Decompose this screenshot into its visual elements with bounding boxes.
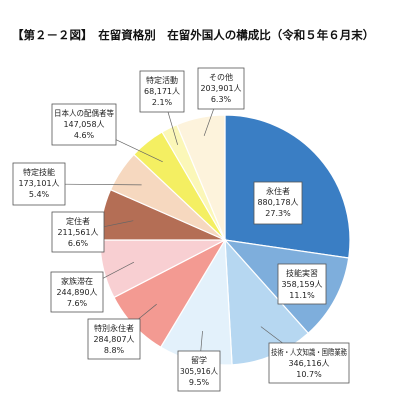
slice-labels: 永住者 880,178人 27.3% 技能実習 358,159人 11.1% 技術・人文知識… xyxy=(12,67,350,392)
leader-line xyxy=(200,330,203,352)
slice-category-label: 永住者 xyxy=(266,186,290,196)
callout-box xyxy=(177,350,221,392)
slice-percent-label: 11.1% xyxy=(289,291,315,300)
slice-value-label: 284,807人 xyxy=(93,335,134,344)
slice-value-label: 358,159人 xyxy=(281,280,322,289)
callout-box xyxy=(12,162,66,206)
leader-line xyxy=(260,326,283,344)
leader-line xyxy=(64,183,142,186)
leader-line xyxy=(167,111,178,145)
slice-callout: 家族滞在 244,890人 7.6% xyxy=(50,271,104,313)
callout-box xyxy=(268,342,350,384)
slice-value-label: 211,561人 xyxy=(57,228,98,237)
slice-category-label: 技能実習 xyxy=(286,268,318,278)
slice-category-label: 定住者 xyxy=(66,216,90,226)
slice-value-label: 880,178人 xyxy=(257,198,298,207)
slice-category-label: 日本人の配偶者等 xyxy=(54,108,114,118)
leader-line xyxy=(102,261,135,279)
slice-percent-label: 4.6% xyxy=(74,131,95,140)
slice-category-label: その他 xyxy=(209,72,233,82)
callout-box xyxy=(51,103,117,146)
callout-box xyxy=(277,263,327,305)
callout-box xyxy=(87,318,141,360)
slice-callout: 特定技能 173,101人 5.4% xyxy=(12,162,66,206)
slice-value-label: 346,116人 xyxy=(288,359,329,368)
slice-category-label: 特別永住者 xyxy=(94,323,134,333)
slice-category-label: 家族滞在 xyxy=(61,276,93,286)
slice-category-label: 留学 xyxy=(191,355,207,365)
slice-callout: 日本人の配偶者等 147,058人 4.6% xyxy=(51,103,117,146)
leader-line xyxy=(103,220,134,228)
slice-percent-label: 10.7% xyxy=(296,370,322,379)
slice-percent-label: 8.8% xyxy=(104,346,125,355)
slice-value-label: 68,171人 xyxy=(144,87,180,96)
slice-value-label: 203,901人 xyxy=(200,84,241,93)
slice-value-label: 173,101人 xyxy=(18,179,59,188)
slices-layer xyxy=(99,114,351,366)
chart-title: 【第２－２図】 在留資格別 在留外国人の構成比（令和５年６月末） xyxy=(12,28,374,42)
slice-percent-label: 27.3% xyxy=(265,209,291,218)
slice-category-label: 特定活動 xyxy=(146,75,178,85)
slice-callout: 技能実習 358,159人 11.1% xyxy=(277,263,327,305)
slice-callout: 特定活動 68,171人 2.1% xyxy=(139,70,185,113)
slice-callout: その他 203,901人 6.3% xyxy=(197,67,245,110)
callout-box xyxy=(197,67,245,110)
slice-callout: 特別永住者 284,807人 8.8% xyxy=(87,318,141,360)
leader-line xyxy=(203,108,215,136)
callout-box xyxy=(253,181,303,225)
slice-percent-label: 6.3% xyxy=(211,95,232,104)
slice-percent-label: 2.1% xyxy=(152,98,173,107)
slice-value-label: 147,058人 xyxy=(63,120,104,129)
slice-callout: 永住者 880,178人 27.3% xyxy=(253,181,303,225)
slice-percent-label: 9.5% xyxy=(189,378,210,387)
leader-line xyxy=(115,139,163,163)
slice-category-label: 技術・人文知識・国際業務 xyxy=(271,347,347,357)
slice-callout: 定住者 211,561人 6.6% xyxy=(51,211,105,253)
callout-box xyxy=(51,211,105,253)
slice-category-label: 特定技能 xyxy=(23,167,55,177)
callout-box xyxy=(50,271,104,313)
slice-percent-label: 5.4% xyxy=(29,190,50,199)
slice-callout: 留学 305,916人 9.5% xyxy=(177,350,221,392)
pie-slice xyxy=(176,114,226,241)
slice-percent-label: 6.6% xyxy=(68,239,89,248)
slice-value-label: 244,890人 xyxy=(56,288,97,297)
slice-callout: 技術・人文知識・国際業務 346,116人 10.7% xyxy=(268,342,350,384)
slice-percent-label: 7.6% xyxy=(67,299,88,308)
slice-value-label: 305,916人 xyxy=(180,367,218,376)
callout-box xyxy=(139,70,185,113)
leader-lines xyxy=(64,108,283,352)
leader-line xyxy=(138,303,157,320)
